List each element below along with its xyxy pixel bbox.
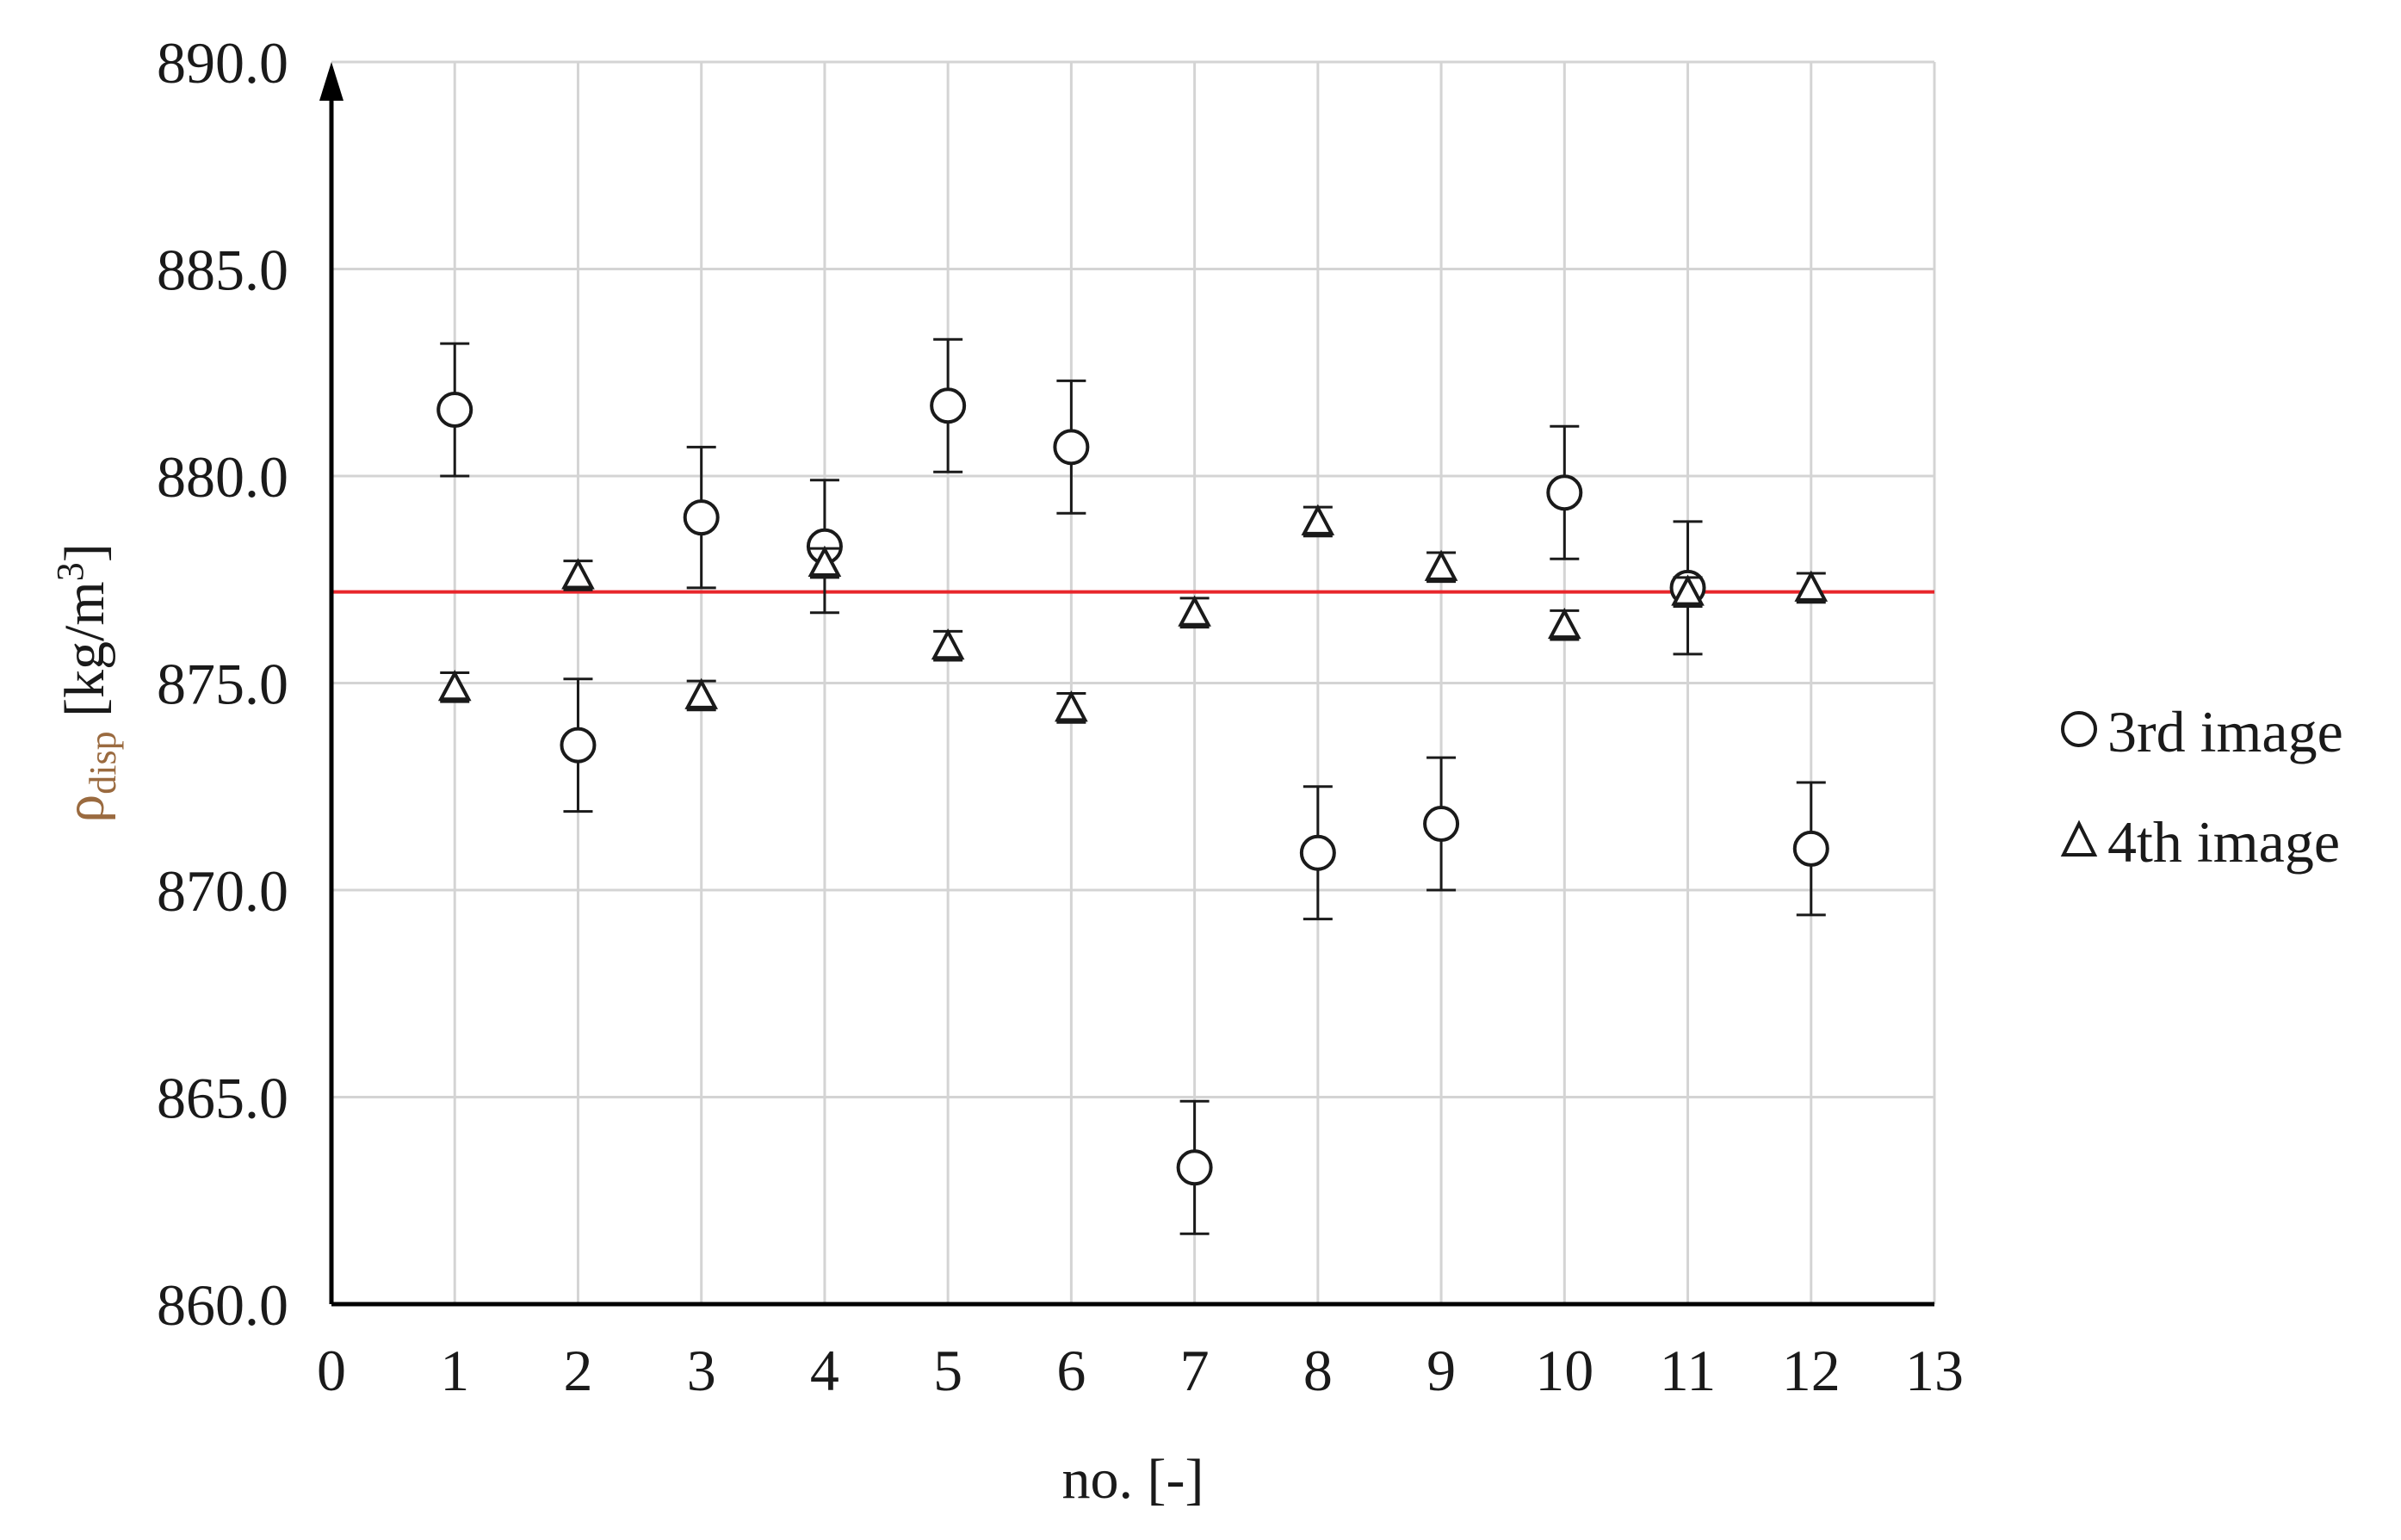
data-point-triangle <box>561 558 595 590</box>
data-point-triangle <box>1547 607 1581 640</box>
x-tick-label: 6 <box>1056 1338 1086 1403</box>
x-tick-label: 7 <box>1180 1338 1210 1403</box>
series-circle <box>436 337 1829 1235</box>
data-point-circle <box>1299 834 1336 871</box>
axis-titles: no. [-] ρdisp [kg/m3] <box>49 543 1204 1511</box>
x-tick-label: 2 <box>563 1338 592 1403</box>
x-tick-label: 8 <box>1303 1338 1333 1403</box>
x-tick-label: 10 <box>1535 1338 1593 1403</box>
x-tick-label: 13 <box>1905 1338 1964 1403</box>
y-axis-title-superscript: 3 <box>49 562 91 581</box>
data-series <box>436 337 1829 1235</box>
data-point-circle <box>930 387 967 424</box>
y-tick-label: 865.0 <box>157 1066 288 1131</box>
x-tick-label: 1 <box>440 1338 469 1403</box>
gridlines <box>331 60 1936 1304</box>
y-axis-title: ρdisp [kg/m3] <box>49 543 124 822</box>
data-point-triangle <box>808 545 842 578</box>
x-tick-label: 3 <box>687 1338 716 1403</box>
x-tick-label: 11 <box>1660 1338 1716 1403</box>
data-point-triangle <box>1301 504 1335 535</box>
y-axis-title-bracket: ] <box>53 543 116 562</box>
series-triangle <box>437 504 1829 724</box>
legend-marker-circle <box>2061 711 2097 747</box>
data-point-circle <box>1792 830 1829 867</box>
data-point-circle <box>1176 1149 1213 1186</box>
data-point-triangle <box>1424 549 1458 581</box>
y-tick-label: 870.0 <box>157 858 288 924</box>
data-point-circle <box>1053 429 1090 466</box>
legend-label: 4th image <box>2107 809 2340 875</box>
data-point-triangle <box>1178 595 1211 627</box>
axes <box>319 62 1934 1307</box>
y-tick-label: 885.0 <box>157 238 288 303</box>
y-tick-label: 860.0 <box>157 1272 288 1338</box>
y-tick-label: 880.0 <box>157 444 288 510</box>
y-axis-title-subscript: disp <box>82 731 124 794</box>
data-point-circle <box>1546 474 1583 511</box>
data-point-triangle <box>1055 690 1088 722</box>
legend-label: 3rd image <box>2107 699 2343 764</box>
data-point-triangle <box>684 677 719 709</box>
data-point-circle <box>560 727 597 764</box>
y-axis-title-unit: [kg/m <box>53 581 116 731</box>
x-tick-label: 12 <box>1782 1338 1841 1403</box>
y-tick-label: 875.0 <box>157 652 288 717</box>
data-point-triangle <box>437 670 472 702</box>
legend-marker-triangle <box>2060 819 2098 857</box>
y-axis-arrow <box>319 62 343 101</box>
data-point-triangle <box>1671 574 1705 606</box>
y-axis-title-symbol: ρ <box>53 795 116 823</box>
data-point-circle <box>683 499 720 536</box>
legend: 3rd image 4th image <box>2060 699 2343 875</box>
data-point-circle <box>436 392 473 429</box>
data-point-triangle <box>931 628 965 660</box>
x-tick-label: 5 <box>933 1338 962 1403</box>
x-tick-label: 0 <box>317 1338 346 1403</box>
data-point-triangle <box>1794 570 1829 602</box>
x-axis-title: no. [-] <box>1062 1448 1204 1511</box>
x-tick-label: 4 <box>810 1338 839 1403</box>
y-tick-label: 890.0 <box>157 30 288 96</box>
x-tick-label: 9 <box>1426 1338 1456 1403</box>
data-point-circle <box>1423 806 1460 843</box>
